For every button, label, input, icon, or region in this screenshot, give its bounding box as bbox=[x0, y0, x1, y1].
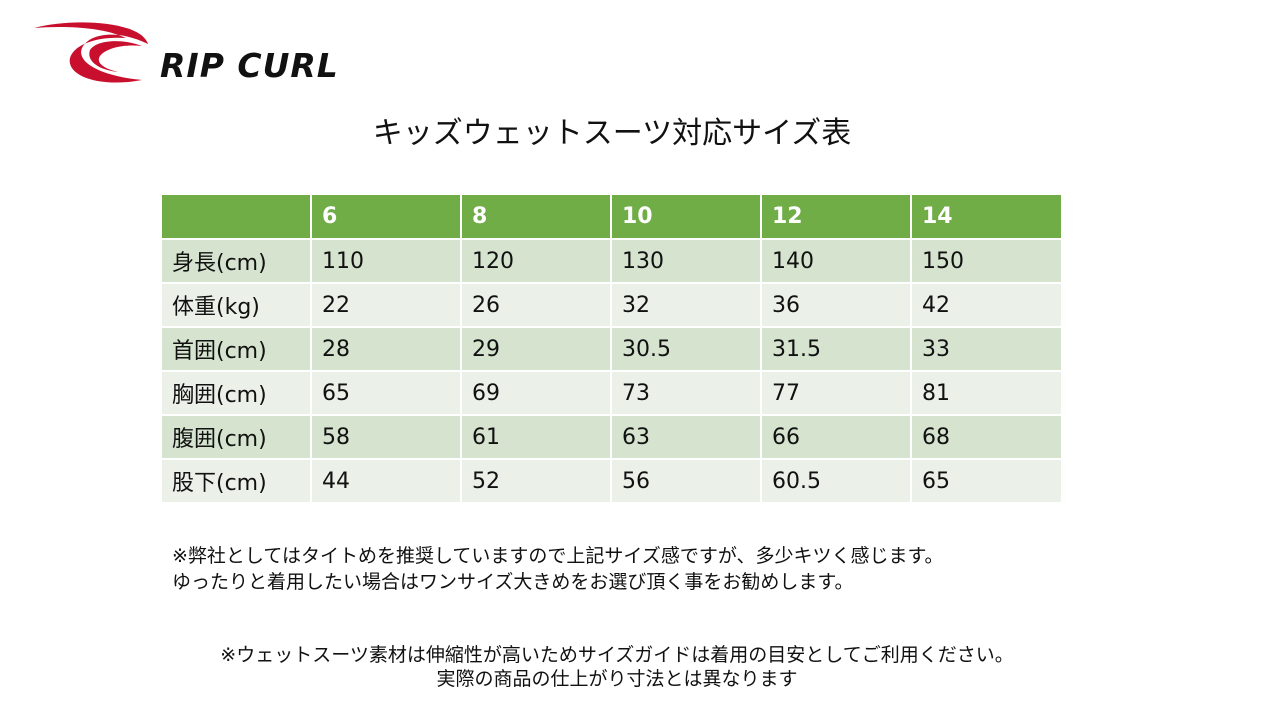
fit-note: ※弊社としてはタイトめを推奨していますので上記サイズ感ですが、多少キツく感じます… bbox=[172, 543, 944, 595]
header-cell-size: 10 bbox=[610, 193, 762, 240]
row-label: 胸囲(cm) bbox=[160, 370, 312, 416]
table-cell: 29 bbox=[460, 326, 612, 372]
table-cell: 150 bbox=[910, 238, 1063, 284]
header-cell-size: 8 bbox=[460, 193, 612, 240]
row-label: 体重(kg) bbox=[160, 282, 312, 328]
material-note-line: ※ウェットスーツ素材は伸縮性が高いためサイズガイドは着用の目安としてご利用くださ… bbox=[220, 644, 1014, 666]
row-label: 首囲(cm) bbox=[160, 326, 312, 372]
table-cell: 130 bbox=[610, 238, 762, 284]
table-cell: 63 bbox=[610, 414, 762, 460]
wave-logo-icon bbox=[34, 22, 148, 83]
table-cell: 36 bbox=[760, 282, 912, 328]
table-cell: 52 bbox=[460, 458, 612, 504]
table-cell: 68 bbox=[910, 414, 1063, 460]
table-row: 体重(kg) 22 26 32 36 42 bbox=[160, 282, 1063, 328]
table-cell: 33 bbox=[910, 326, 1063, 372]
header-cell-label bbox=[160, 193, 312, 240]
row-label: 身長(cm) bbox=[160, 238, 312, 284]
table-cell: 110 bbox=[310, 238, 462, 284]
material-note: ※ウェットスーツ素材は伸縮性が高いためサイズガイドは着用の目安としてご利用くださ… bbox=[0, 643, 1234, 691]
brand-logo-text: RIP CURL bbox=[160, 46, 339, 85]
fit-note-line: ゆったりと着用したい場合はワンサイズ大きめをお選び頂く事をお勧めします。 bbox=[172, 571, 854, 593]
table-cell: 44 bbox=[310, 458, 462, 504]
table-cell: 61 bbox=[460, 414, 612, 460]
table-cell: 120 bbox=[460, 238, 612, 284]
table-cell: 69 bbox=[460, 370, 612, 416]
header-cell-size: 12 bbox=[760, 193, 912, 240]
table-cell: 73 bbox=[610, 370, 762, 416]
table-cell: 56 bbox=[610, 458, 762, 504]
table-row: 股下(cm) 44 52 56 60.5 65 bbox=[160, 458, 1063, 504]
table-cell: 66 bbox=[760, 414, 912, 460]
page-title: キッズウェットスーツ対応サイズ表 bbox=[372, 116, 852, 151]
row-label: 股下(cm) bbox=[160, 458, 312, 504]
table-cell: 58 bbox=[310, 414, 462, 460]
table-row: 腹囲(cm) 58 61 63 66 68 bbox=[160, 414, 1063, 460]
table-cell: 42 bbox=[910, 282, 1063, 328]
table-cell: 31.5 bbox=[760, 326, 912, 372]
brand-logo: RIP CURL bbox=[30, 18, 430, 90]
table-cell: 22 bbox=[310, 282, 462, 328]
table-cell: 65 bbox=[910, 458, 1063, 504]
table-cell: 30.5 bbox=[610, 326, 762, 372]
table-cell: 28 bbox=[310, 326, 462, 372]
row-label: 腹囲(cm) bbox=[160, 414, 312, 460]
table-header-row: 6 8 10 12 14 bbox=[160, 193, 1063, 240]
size-table: 6 8 10 12 14 身長(cm) 110 120 130 140 150 … bbox=[160, 193, 1063, 504]
table-cell: 60.5 bbox=[760, 458, 912, 504]
table-row: 胸囲(cm) 65 69 73 77 81 bbox=[160, 370, 1063, 416]
table-cell: 81 bbox=[910, 370, 1063, 416]
table-row: 身長(cm) 110 120 130 140 150 bbox=[160, 238, 1063, 284]
table-cell: 32 bbox=[610, 282, 762, 328]
header-cell-size: 6 bbox=[310, 193, 462, 240]
material-note-line: 実際の商品の仕上がり寸法とは異なります bbox=[436, 668, 798, 690]
table-row: 首囲(cm) 28 29 30.5 31.5 33 bbox=[160, 326, 1063, 372]
table-cell: 65 bbox=[310, 370, 462, 416]
table-cell: 77 bbox=[760, 370, 912, 416]
table-cell: 26 bbox=[460, 282, 612, 328]
header-cell-size: 14 bbox=[910, 193, 1063, 240]
fit-note-line: ※弊社としてはタイトめを推奨していますので上記サイズ感ですが、多少キツく感じます… bbox=[172, 545, 944, 567]
table-cell: 140 bbox=[760, 238, 912, 284]
